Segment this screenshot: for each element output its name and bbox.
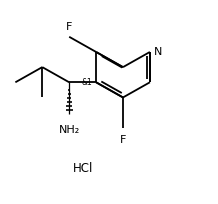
Text: HCl: HCl — [73, 161, 93, 174]
Text: F: F — [66, 22, 72, 32]
Text: &1: &1 — [81, 77, 92, 86]
Text: NH₂: NH₂ — [59, 124, 80, 134]
Text: F: F — [120, 134, 126, 144]
Text: N: N — [154, 46, 163, 56]
